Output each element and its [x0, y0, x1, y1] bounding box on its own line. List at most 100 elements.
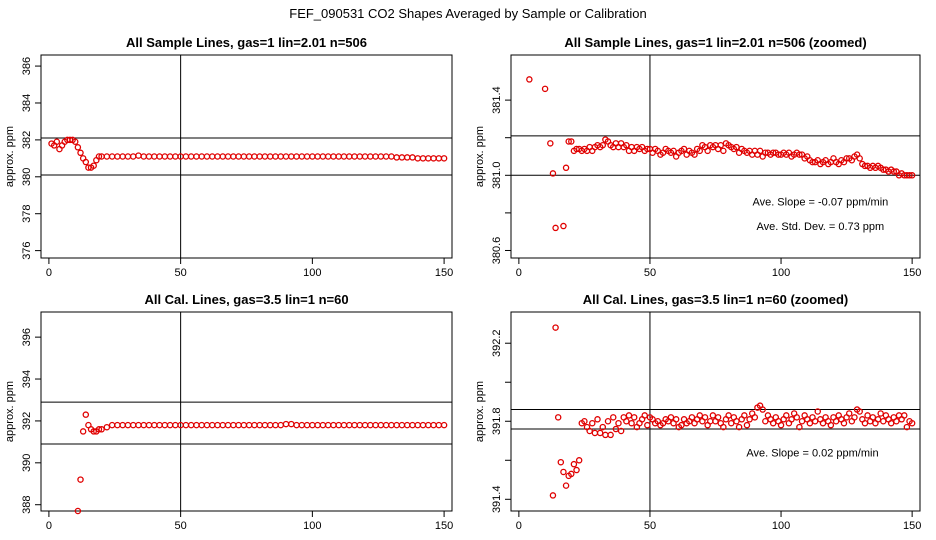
panel-3-data-point	[140, 421, 147, 429]
panel-3-data-point	[414, 421, 421, 429]
panel-4-data-point	[819, 419, 827, 427]
panel-1-data-point	[193, 153, 200, 160]
panel-4-data-point	[869, 414, 877, 421]
panel-1-y-tick-label: 386	[21, 57, 33, 75]
panel-4-data-point	[607, 431, 614, 439]
panel-4-data-point	[741, 412, 748, 419]
panel-1-data-point	[224, 153, 232, 160]
panel-3-data-point	[272, 421, 279, 429]
panel-4-data-point	[581, 418, 588, 425]
panel-4-data-point	[604, 418, 612, 425]
panel-3-data-point	[435, 421, 443, 429]
panel-4-data-point	[735, 423, 743, 431]
panel-4-data-point	[696, 412, 704, 419]
panel-3-data-point	[145, 421, 153, 429]
panel-1-data-point	[403, 154, 411, 161]
panel-3-data-point	[398, 421, 406, 429]
panel-4-data-point	[557, 458, 565, 466]
panel-4-data-point	[861, 419, 869, 427]
panel-4-data-point	[688, 414, 696, 421]
panel-1-data-point	[166, 153, 174, 160]
panel-2-x-tick-label: 0	[516, 267, 522, 279]
panel-2-data-point	[565, 138, 572, 145]
panel-2-y-tick-label: 381.0	[491, 162, 503, 190]
panel-3-data-point	[124, 421, 132, 429]
panel-4-plot-frame	[510, 311, 921, 512]
panel-4-data-point	[751, 414, 759, 421]
panel-1-data-point	[74, 144, 82, 151]
panel-3-data-point	[251, 421, 258, 429]
panel-1-data-point	[82, 158, 90, 166]
panel-3-data-point	[440, 421, 448, 429]
panel-1-data-point	[251, 153, 258, 160]
panel-1-data-point	[140, 153, 147, 160]
panel-1-data-point	[356, 153, 364, 160]
panel-1-y-tick-label: 378	[21, 205, 33, 223]
panel-4-title: All Cal. Lines, gas=3.5 lin=1 n=60 (zoom…	[583, 292, 849, 307]
panel-1-data-point	[293, 153, 300, 160]
panel-1-data-point	[172, 153, 179, 160]
panel-1-data-point	[187, 153, 195, 160]
panel-3-data-point	[182, 421, 190, 429]
panel-3-data-point	[245, 421, 253, 429]
panel-3-data-point	[166, 421, 174, 429]
panel-3-x-tick-label: 50	[175, 520, 187, 532]
panel-2-data-point	[906, 172, 913, 179]
panel-4-data-point	[759, 406, 766, 413]
panel-4-data-point	[570, 460, 578, 468]
panel-1-data-point	[361, 153, 369, 160]
panel-4-data-point	[591, 429, 599, 437]
panel-3-data-point	[203, 421, 211, 429]
panel-3-data-point	[330, 421, 337, 429]
panel-2-data-point	[552, 224, 559, 232]
panel-4-data-point	[777, 421, 785, 429]
panel-4-data-point	[596, 429, 604, 437]
panel-4-data-point	[560, 468, 567, 476]
panel-2-data-point	[560, 222, 567, 230]
panel-3-data-point	[266, 421, 274, 429]
panel-4-data-point	[877, 410, 884, 417]
panel-4-data-point	[667, 414, 675, 421]
panel-4-data-point	[610, 414, 617, 421]
panel-3-data-point	[377, 421, 385, 429]
panel-3-data-point	[382, 421, 390, 429]
panel-4-data-point	[840, 419, 848, 427]
panel-2-data-point	[756, 147, 764, 155]
panel-1-data-point	[203, 153, 211, 160]
panel-3-data-point	[419, 421, 427, 429]
panel-4-data-point	[725, 412, 732, 419]
panel-3-y-tick-label: 394	[21, 370, 33, 388]
panel-4-data-point	[672, 416, 680, 423]
panel-4-data-point	[874, 416, 882, 423]
panel-4-data-point	[562, 482, 570, 489]
panel-3-data-point	[351, 421, 358, 429]
panel-2-data-point	[696, 147, 704, 155]
panel-3-data-point	[198, 421, 205, 429]
panel-1-data-point	[303, 153, 311, 160]
panel-4-data-point	[720, 423, 727, 431]
panel-1-y-axis-label: approx. ppm	[4, 126, 16, 187]
panel-2-data-point	[691, 151, 698, 158]
panel-4-y-axis-label: approx. ppm	[474, 381, 486, 442]
panel-2-annotation-2: Ave. Std. Dev. = 0.73 ppm	[757, 221, 885, 233]
panel-4-y-tick-label: 391.8	[491, 407, 503, 435]
panel-3-x-tick-label: 150	[435, 520, 453, 532]
panel-4-data-point	[769, 419, 777, 427]
panel-1-x-tick-label: 100	[303, 267, 321, 279]
panel-3-data-point	[135, 421, 142, 429]
panel-2-data-point	[644, 145, 651, 153]
panel-3-y-tick-label: 396	[21, 328, 33, 346]
panel-1-data-point	[419, 155, 427, 162]
panel-3-data-point	[403, 421, 411, 429]
panel-4-data-point	[554, 414, 562, 421]
panel-4-data-point	[709, 412, 717, 419]
panel-4-data-point	[788, 416, 795, 423]
panel-1-data-point	[108, 153, 116, 160]
panel-3-data-point	[79, 428, 87, 435]
panel-1-data-point	[129, 153, 137, 160]
panel-3-data-point	[156, 421, 163, 429]
panel-1-data-point	[430, 155, 437, 162]
panel-1-data-point	[261, 153, 269, 160]
panel-3-data-point	[372, 421, 379, 429]
